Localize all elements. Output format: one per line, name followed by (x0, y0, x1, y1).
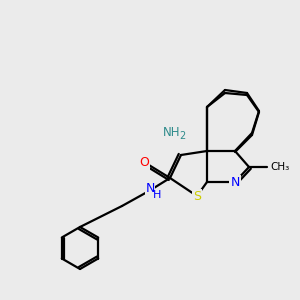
Text: NH: NH (163, 127, 181, 140)
Text: CH₃: CH₃ (270, 162, 289, 172)
Text: N: N (230, 176, 240, 188)
Text: S: S (193, 190, 201, 202)
Text: N: N (145, 182, 155, 196)
Text: H: H (153, 190, 161, 200)
Text: 2: 2 (179, 131, 185, 141)
Text: O: O (139, 155, 149, 169)
